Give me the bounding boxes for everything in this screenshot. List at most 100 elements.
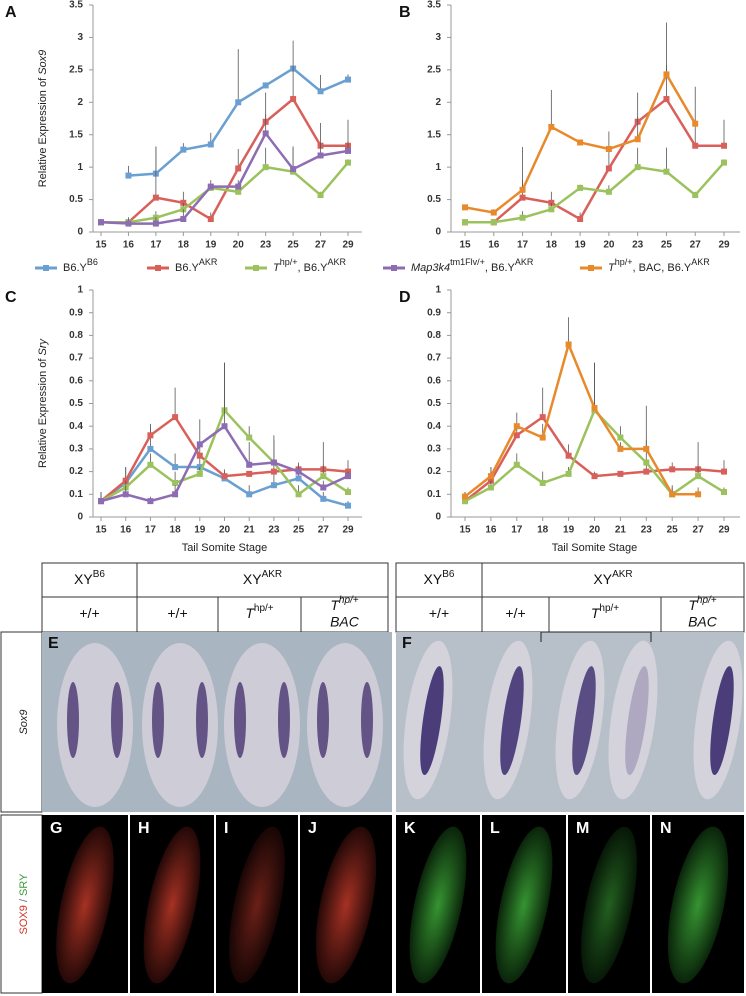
text-part: +/+: [167, 605, 187, 621]
text-part: SOX9: [18, 905, 30, 934]
point: [317, 152, 324, 159]
point: [180, 216, 187, 223]
text-part: T: [591, 605, 601, 621]
point: [235, 188, 242, 195]
point: [634, 136, 641, 143]
x-tick-label: 15: [95, 525, 107, 536]
point: [235, 165, 242, 172]
point: [345, 76, 351, 83]
specimen: [56, 826, 114, 984]
text-part: Relative Expression of: [37, 75, 49, 188]
text-part: AKR: [515, 257, 534, 267]
text-part: XY: [593, 571, 612, 587]
y-tick-label: 2: [435, 97, 441, 108]
series-line: [100, 131, 349, 225]
x-tick-label: 19: [575, 240, 587, 251]
x-tick-label: 20: [219, 525, 231, 536]
point: [246, 491, 253, 498]
point: [207, 183, 214, 190]
point: [692, 142, 699, 149]
y-tick-label: 1.5: [427, 129, 441, 140]
x-tick-label: 18: [170, 525, 182, 536]
y-tick-label: 1: [77, 162, 83, 173]
point: [98, 498, 104, 505]
stain: [317, 682, 329, 758]
text-part: AKR: [262, 569, 283, 580]
point: [172, 414, 179, 421]
point: [577, 139, 584, 146]
point: [634, 164, 641, 171]
y-tick-label: 0.6: [69, 375, 83, 386]
point: [539, 414, 546, 421]
y-axis-label: Relative Expression of Sry: [37, 338, 49, 469]
point: [152, 220, 159, 227]
specimen: [307, 643, 383, 807]
text-part: , B6.Y: [298, 262, 329, 274]
x-tick-label: 29: [718, 525, 730, 536]
point: [577, 216, 584, 223]
point: [262, 82, 269, 89]
point: [270, 459, 277, 466]
y-tick-label: 0.5: [427, 398, 441, 409]
text-part: Map3k4: [411, 262, 450, 274]
text-part: hp/+: [615, 257, 633, 267]
x-axis-label: Tail Somite Stage: [552, 542, 638, 554]
point: [345, 159, 351, 166]
point: [519, 194, 526, 201]
legend-swatch: [391, 265, 397, 271]
x-tick-label: 15: [459, 240, 471, 251]
panel-label: M: [576, 820, 589, 837]
y-tick-label: 0.8: [69, 330, 83, 341]
text-part: B6.Y: [63, 262, 88, 274]
y-tick-label: 1: [435, 285, 441, 296]
specimen: [495, 826, 553, 984]
point: [320, 495, 327, 502]
stain: [152, 682, 164, 758]
point: [617, 470, 624, 477]
point: [695, 473, 702, 480]
x-tick-label: 18: [178, 240, 190, 251]
text-part: B6: [87, 257, 98, 267]
point: [246, 470, 253, 477]
point: [295, 468, 302, 475]
legend-label: Thp/+, B6.YAKR: [273, 257, 346, 274]
stain: [234, 682, 246, 758]
text-part: SRY: [18, 873, 30, 896]
text-part: hp/+: [599, 603, 619, 614]
specimen: [608, 640, 658, 800]
x-tick-label: 19: [205, 240, 217, 251]
x-tick-label: 25: [661, 240, 673, 251]
point: [487, 484, 494, 491]
point: [669, 466, 676, 473]
panel-label: A: [5, 4, 17, 21]
text-part: /: [18, 896, 30, 905]
stain: [500, 666, 524, 776]
text-part: AKR: [199, 257, 218, 267]
panel-label: G: [50, 820, 62, 837]
point: [125, 220, 132, 227]
table-cell: +/+: [505, 605, 525, 621]
stain: [572, 666, 596, 776]
legend-swatch: [253, 265, 259, 271]
table-cell: +/+: [79, 605, 99, 621]
y-tick-label: 0.9: [427, 307, 441, 318]
point: [147, 445, 154, 452]
point: [462, 204, 468, 211]
point: [196, 452, 203, 459]
point: [605, 188, 612, 195]
stain: [361, 682, 373, 758]
text-part: XY: [74, 571, 93, 587]
y-tick-label: 3: [435, 32, 441, 43]
y-tick-label: 0.5: [427, 194, 441, 205]
text-part: hp/+: [254, 603, 274, 614]
point: [721, 468, 727, 475]
legend-label: Map3k4tm1Flv/+, B6.YAKR: [411, 257, 534, 274]
point: [196, 441, 203, 448]
specimens: [57, 640, 743, 807]
x-tick-label: 17: [150, 240, 162, 251]
table-cell: XYB6: [74, 569, 105, 587]
table-cell: Thp/+: [591, 603, 619, 621]
series-line: [464, 415, 725, 503]
text-part: T: [688, 597, 698, 613]
point: [605, 165, 612, 172]
